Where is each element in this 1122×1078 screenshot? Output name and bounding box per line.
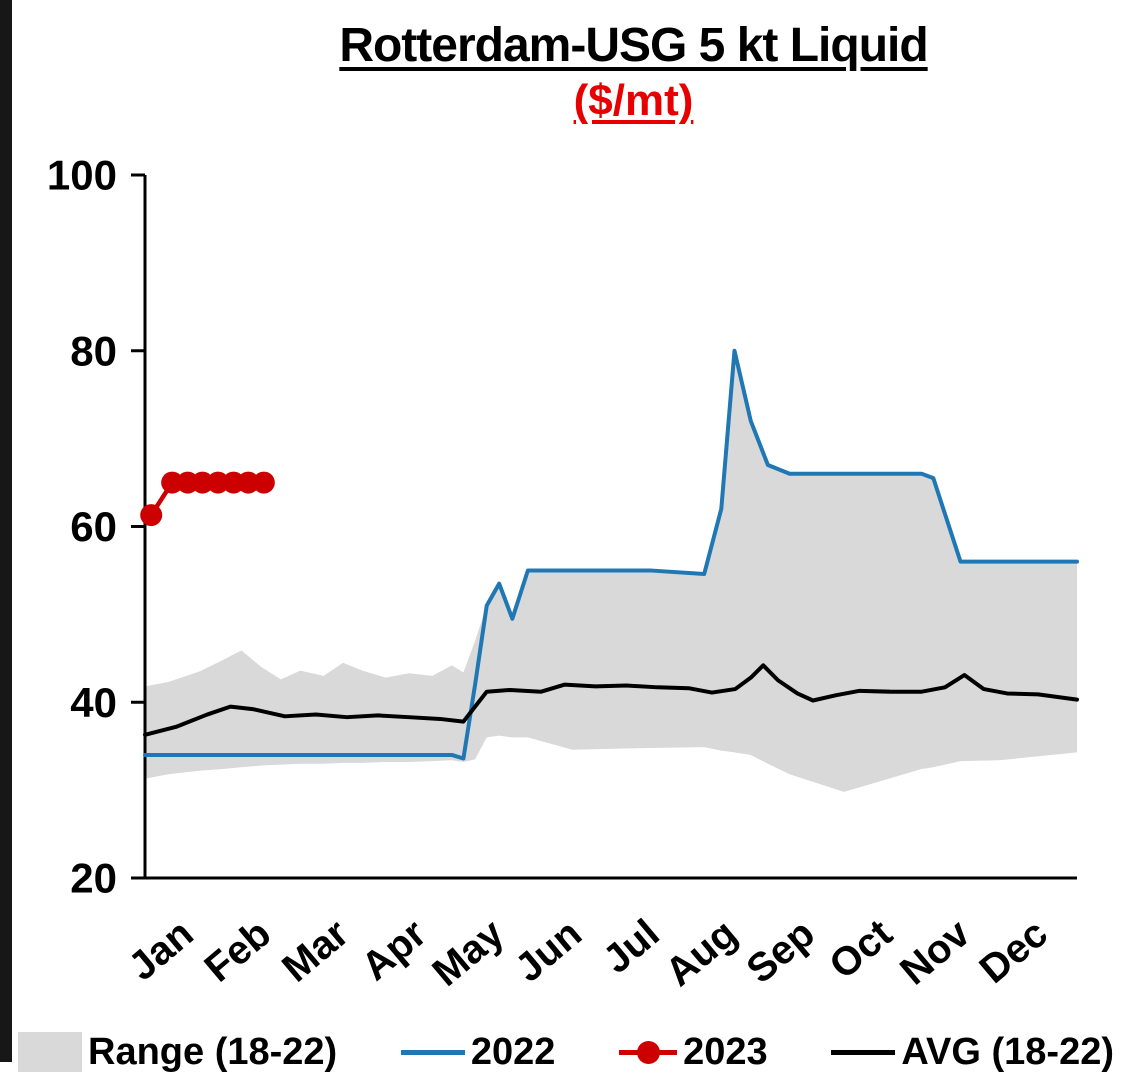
- legend-item-2023: 2023: [619, 1031, 768, 1074]
- x-tick-label: Jan: [121, 911, 202, 989]
- y-tick-label: 60: [70, 503, 117, 550]
- marker-dot-icon: [637, 1040, 661, 1064]
- legend-label-2022: 2022: [470, 1030, 556, 1073]
- x-tick-label-group: Jul: [595, 911, 668, 982]
- series-marker-2023: [140, 504, 163, 527]
- legend-label-avg: AVG (18-22): [901, 1030, 1114, 1073]
- line-2023-swatch: [619, 1040, 678, 1064]
- x-tick-label-group: Jan: [121, 911, 202, 989]
- chart-page: Rotterdam-USG 5 kt Liquid ($/mt) 20 40 60 8…: [12, 0, 1122, 1078]
- chart-title: Rotterdam-USG 5 kt Liquid: [339, 19, 928, 72]
- x-tick-label-group: Feb: [197, 911, 280, 990]
- series-marker-2023: [161, 471, 184, 494]
- series-marker-2023: [207, 471, 230, 494]
- x-tick-label-group: Nov: [892, 911, 979, 994]
- series-line-AVG (18-22): [143, 663, 1079, 737]
- legend-item-range: Range (18-22): [18, 1031, 337, 1074]
- x-tick-label-group: May: [424, 911, 512, 995]
- x-tick-label: May: [424, 911, 512, 995]
- x-tick-label: Apr: [354, 911, 435, 989]
- chart-subtitle: ($/mt): [573, 76, 694, 125]
- x-tick-label: Feb: [197, 911, 280, 990]
- x-tick-label: Mar: [274, 911, 357, 990]
- line-avg-swatch: [831, 1049, 896, 1055]
- x-tick-label-group: Aug: [657, 911, 745, 995]
- x-tick-label: Jul: [595, 911, 668, 982]
- y-tick-label: 20: [70, 855, 117, 902]
- y-tick-label: 40: [70, 679, 117, 726]
- legend-item-avg: AVG (18-22): [831, 1031, 1114, 1074]
- y-tick-label: 100: [47, 158, 117, 199]
- chart-legend: Range (18-22) 2022 2023 AVG (18-22): [12, 1026, 1122, 1078]
- x-tick-label: Jun: [507, 911, 590, 990]
- x-tick-label-group: Jun: [507, 911, 590, 990]
- series-marker-2023: [252, 471, 275, 494]
- series-line-2022: [143, 348, 1079, 761]
- x-tick-label: Aug: [657, 911, 745, 995]
- line-2022-swatch: [400, 1049, 465, 1055]
- x-tick-label-group: Apr: [354, 911, 435, 989]
- x-tick-label: Oct: [821, 911, 900, 988]
- x-tick-label-group: Oct: [821, 911, 900, 988]
- legend-label-range: Range (18-22): [88, 1030, 338, 1073]
- x-tick-label-group: Dec: [971, 911, 1056, 992]
- legend-label-2023: 2023: [683, 1030, 768, 1073]
- x-tick-label: Sep: [738, 911, 822, 992]
- x-tick-label: Nov: [892, 911, 979, 994]
- range-band-swatch: [18, 1032, 82, 1072]
- x-tick-label-group: Mar: [274, 911, 357, 990]
- left-edge-strip: [0, 0, 12, 1062]
- series-marker-2023: [237, 471, 260, 494]
- y-tick-label: 80: [70, 327, 117, 374]
- x-tick-label: Dec: [971, 911, 1056, 992]
- x-tick-label-group: Sep: [738, 911, 822, 992]
- series-marker-2023: [191, 471, 214, 494]
- chart-header: Rotterdam-USG 5 kt Liquid ($/mt): [145, 0, 1122, 158]
- legend-item-2022: 2022: [400, 1030, 556, 1074]
